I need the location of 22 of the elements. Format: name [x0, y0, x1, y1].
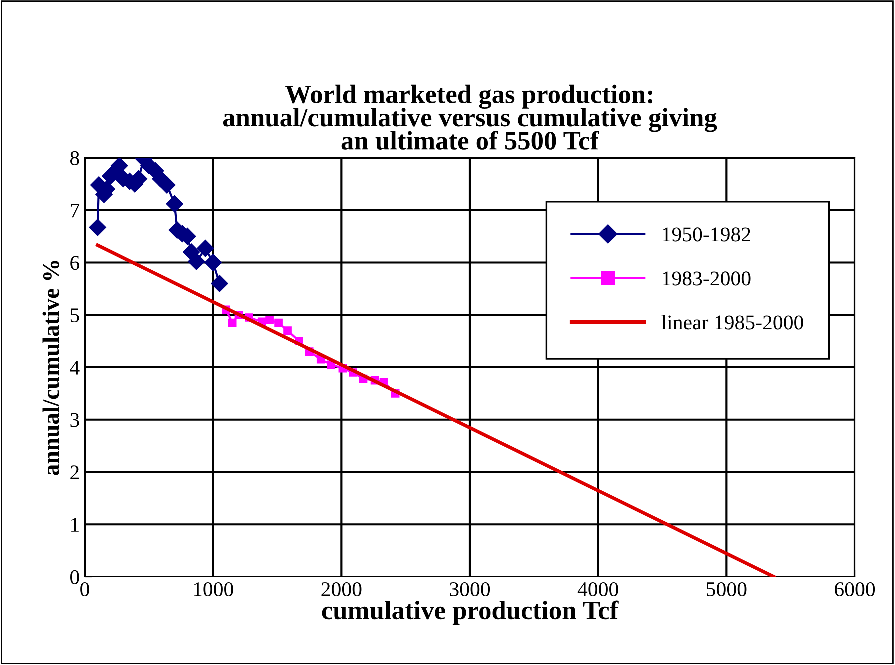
y-tick-label: 2 — [70, 466, 79, 480]
y-tick-label: 6 — [70, 256, 80, 270]
x-tick-label: 6000 — [835, 582, 876, 597]
x-tick-label: 4000 — [578, 582, 618, 597]
legend-label: linear 1985-2000 — [662, 315, 804, 330]
y-tick-label: 1 — [72, 518, 79, 532]
y-tick-label: 0 — [70, 570, 80, 584]
y-tick-label: 7 — [71, 204, 80, 218]
y-tick-label: 3 — [70, 413, 80, 428]
x-tick-label: 1000 — [194, 582, 234, 597]
x-tick-label: 5000 — [707, 582, 747, 597]
legend-label: 1950-1982 — [663, 228, 750, 242]
x-tick-label: 2000 — [322, 582, 362, 597]
legend-label: 1983-2000 — [663, 272, 751, 286]
y-tick-label: 5 — [70, 308, 80, 323]
x-tick-label: 0 — [80, 582, 90, 597]
y-tick-label: 4 — [70, 361, 80, 375]
chart-title: World marketed gas production: annual/cumulative versus cumulative giving an ultimate of 5500 Tcf — [223, 84, 718, 150]
x-axis-title: cumulative production Tcf — [322, 600, 619, 625]
y-tick-label: 8 — [70, 151, 80, 166]
x-tick-label: 3000 — [450, 582, 490, 597]
y-axis-title: annual/cumulative % — [42, 261, 60, 476]
